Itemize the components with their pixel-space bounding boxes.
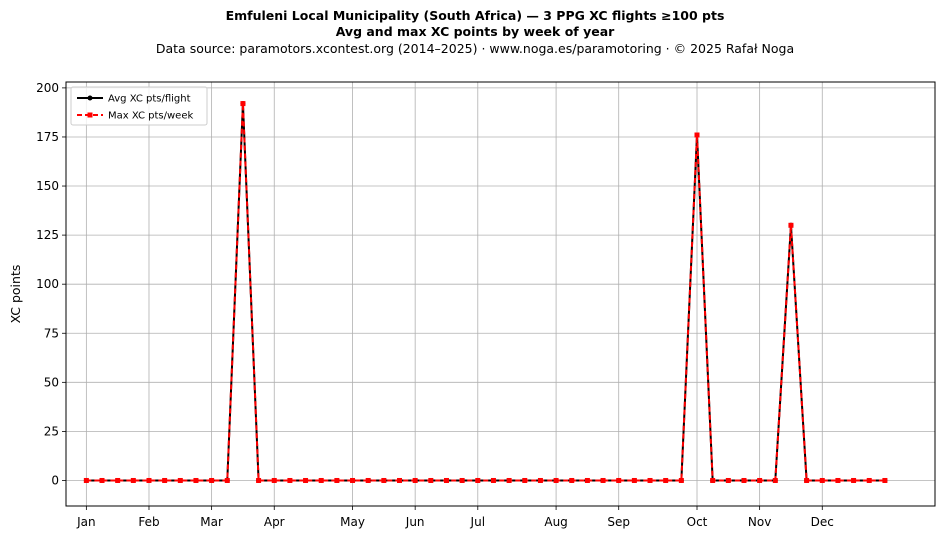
series-point-1 — [303, 477, 309, 483]
series-layer — [83, 101, 888, 483]
series-point-1 — [443, 477, 449, 483]
y-tick-label: 0 — [51, 473, 59, 487]
x-tick-label: Jan — [76, 515, 96, 529]
series-point-1 — [381, 477, 387, 483]
x-tick-label: Oct — [687, 515, 708, 529]
plot-frame — [65, 81, 936, 507]
y-axis-label: XC points — [8, 265, 23, 324]
legend-label-max: Max XC pts/week — [108, 111, 193, 122]
ticks-layer: 0 25 50 75 100 125 150 175 200 Jan Feb Mar Apr May Jun… — [36, 81, 834, 529]
series-point-1 — [240, 101, 246, 107]
series-point-1 — [83, 477, 89, 483]
series-point-1 — [397, 477, 403, 483]
legend-box — [70, 86, 208, 126]
x-tick-label: Apr — [264, 515, 285, 529]
series-point-1 — [459, 477, 465, 483]
legend: Avg XC pts/flight Max XC pts/week — [70, 86, 208, 126]
series-point-1 — [271, 477, 277, 483]
series-point-1 — [224, 477, 230, 483]
series-point-1 — [162, 477, 168, 483]
series-point-1 — [318, 477, 324, 483]
series-point-1 — [537, 477, 543, 483]
series-point-1 — [287, 477, 293, 483]
series-point-1 — [334, 477, 340, 483]
series-point-1 — [475, 477, 481, 483]
series-point-1 — [835, 477, 841, 483]
series-point-1 — [522, 477, 528, 483]
series-point-1 — [725, 477, 731, 483]
series-point-1 — [490, 477, 496, 483]
series-point-1 — [616, 477, 622, 483]
series-point-1 — [647, 477, 653, 483]
legend-marker-avg — [87, 95, 93, 101]
series-point-1 — [788, 222, 794, 228]
x-tick-label: Jun — [405, 515, 425, 529]
y-tick-label: 125 — [36, 228, 59, 242]
x-tick-label: Feb — [138, 515, 159, 529]
y-tick-label: 25 — [44, 424, 59, 438]
series-point-1 — [193, 477, 199, 483]
y-tick-label: 200 — [36, 81, 59, 95]
y-tick-label: 75 — [44, 326, 59, 340]
series-point-1 — [412, 477, 418, 483]
x-tick-label: Nov — [748, 515, 771, 529]
series-point-1 — [130, 477, 136, 483]
series-point-1 — [506, 477, 512, 483]
series-point-1 — [600, 477, 606, 483]
series-point-1 — [678, 477, 684, 483]
legend-label-avg: Avg XC pts/flight — [108, 94, 191, 105]
chart-title-block: Emfuleni Local Municipality (South Afric… — [0, 8, 950, 58]
series-line-0 — [86, 102, 885, 482]
y-tick-label: 175 — [36, 130, 59, 144]
series-point-1 — [866, 477, 872, 483]
x-tick-label: Jul — [470, 515, 485, 529]
x-tick-label: Sep — [607, 515, 630, 529]
series-point-1 — [710, 477, 716, 483]
series-point-1 — [663, 477, 669, 483]
series-point-1 — [757, 477, 763, 483]
chart-subtitle: Data source: paramotors.xcontest.org (20… — [155, 41, 795, 56]
series-point-1 — [177, 477, 183, 483]
series-point-1 — [851, 477, 857, 483]
x-tick-label: May — [340, 515, 365, 529]
y-tick-label: 150 — [36, 179, 59, 193]
series-point-1 — [99, 477, 105, 483]
x-tick-label: Dec — [811, 515, 834, 529]
series-point-1 — [569, 477, 575, 483]
series-point-1 — [772, 477, 778, 483]
legend-marker-max — [87, 112, 93, 118]
series-point-1 — [804, 477, 810, 483]
x-tick-label: Aug — [544, 515, 567, 529]
series-point-1 — [631, 477, 637, 483]
chart-title-2: Avg and max XC points by week of year — [335, 24, 615, 39]
y-tick-label: 100 — [36, 277, 59, 291]
series-point-1 — [365, 477, 371, 483]
series-point-1 — [209, 477, 215, 483]
y-tick-label: 50 — [44, 375, 59, 389]
chart-title: Emfuleni Local Municipality (South Afric… — [225, 8, 725, 23]
series-point-1 — [741, 477, 747, 483]
series-line-1 — [86, 102, 885, 482]
series-point-1 — [146, 477, 152, 483]
series-point-1 — [819, 477, 825, 483]
x-tick-label: Mar — [200, 515, 223, 529]
series-point-1 — [428, 477, 434, 483]
series-point-1 — [350, 477, 356, 483]
series-point-1 — [115, 477, 121, 483]
series-point-1 — [584, 477, 590, 483]
series-point-1 — [694, 132, 700, 138]
series-point-1 — [256, 477, 262, 483]
series-point-1 — [553, 477, 559, 483]
series-point-1 — [882, 477, 888, 483]
